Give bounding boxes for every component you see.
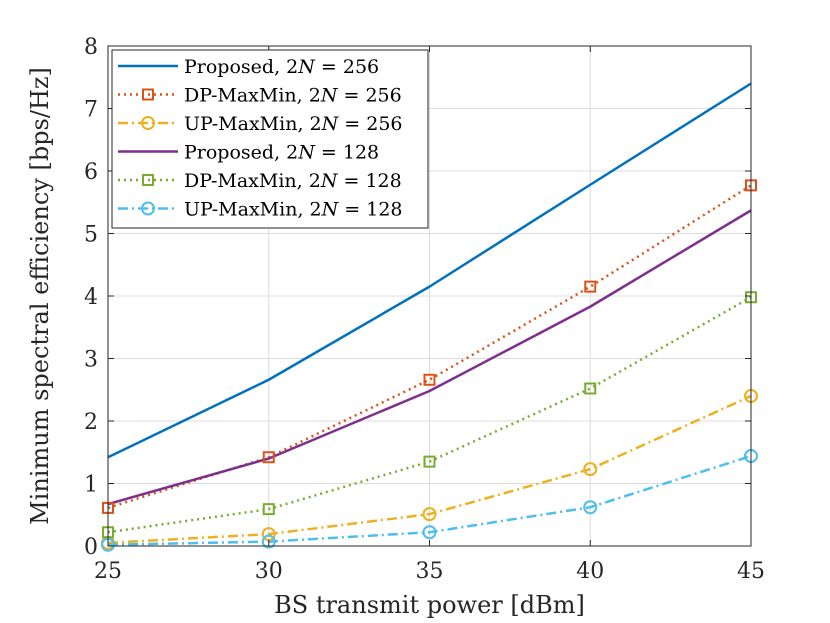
series-6-point	[261, 534, 276, 549]
legend-label: UP-MaxMin, 2N = 128	[184, 199, 403, 221]
y-tick-label: 2	[84, 410, 98, 435]
series-lines	[107, 82, 752, 546]
y-tick-label: 4	[84, 285, 98, 310]
series-2-point	[584, 280, 597, 293]
legend-marker-sample	[141, 116, 155, 130]
series-line-1	[107, 82, 752, 459]
series-6-point	[422, 525, 437, 540]
series-line-3	[107, 394, 752, 545]
legend-marker-sample	[142, 174, 154, 186]
y-tick-label: 0	[84, 535, 98, 560]
series-line-5	[107, 296, 752, 534]
series-6-point	[583, 500, 598, 515]
legend-marker-sample	[142, 88, 154, 101]
legend-label: DP-MaxMin, 2N = 256	[184, 85, 402, 107]
x-tick-label: 30	[255, 559, 283, 584]
legend-label: Proposed, 2N = 256	[184, 56, 379, 78]
y-tick-label: 7	[84, 98, 98, 123]
y-tick-label: 3	[84, 348, 98, 373]
x-axis: 25 30 35 40 45	[94, 46, 765, 584]
legend-label: DP-MaxMin, 2N = 128	[184, 170, 402, 192]
y-axis-label: Minimum spectral efficiency [bps/Hz]	[26, 67, 54, 525]
series-5-point	[262, 503, 275, 516]
series-3-point	[422, 507, 437, 522]
x-axis-label: BS transmit power [dBm]	[274, 591, 585, 619]
legend-box	[111, 49, 429, 229]
x-tick-label: 45	[737, 559, 765, 584]
series-line-4	[107, 209, 752, 506]
legend-marker-sample	[141, 201, 155, 216]
legend: Proposed, 2N = 256 DP-MaxMin, 2N = 256 UP-…	[111, 49, 429, 229]
y-tick-label: 1	[84, 473, 98, 498]
series-5-point	[584, 382, 597, 395]
legend-entry: UP-MaxMin, 2N = 128	[118, 199, 403, 221]
legend-entry: UP-MaxMin, 2N = 256	[118, 113, 403, 135]
series-2-point	[262, 451, 275, 464]
y-tick-label: 8	[84, 35, 98, 60]
legend-entry: Proposed, 2N = 256	[118, 56, 379, 78]
y-tick-label: 6	[84, 160, 98, 185]
x-tick-label: 25	[94, 559, 122, 584]
x-tick-label: 40	[576, 559, 604, 584]
y-tick-label: 5	[84, 223, 98, 248]
series-3-point	[583, 462, 598, 477]
legend-entry: DP-MaxMin, 2N = 128	[118, 170, 402, 192]
legend-entry: Proposed, 2N = 128	[118, 142, 379, 164]
series-2-point	[423, 373, 436, 386]
legend-label: UP-MaxMin, 2N = 256	[184, 113, 403, 135]
legend-label: Proposed, 2N = 128	[184, 142, 379, 164]
series-line-6	[107, 454, 752, 546]
legend-entry: DP-MaxMin, 2N = 256	[118, 85, 402, 107]
x-tick-label: 35	[416, 559, 444, 584]
series-5-point	[423, 455, 436, 468]
y-axis: 0 1 2 3 4 5 6 7 8	[84, 35, 751, 560]
